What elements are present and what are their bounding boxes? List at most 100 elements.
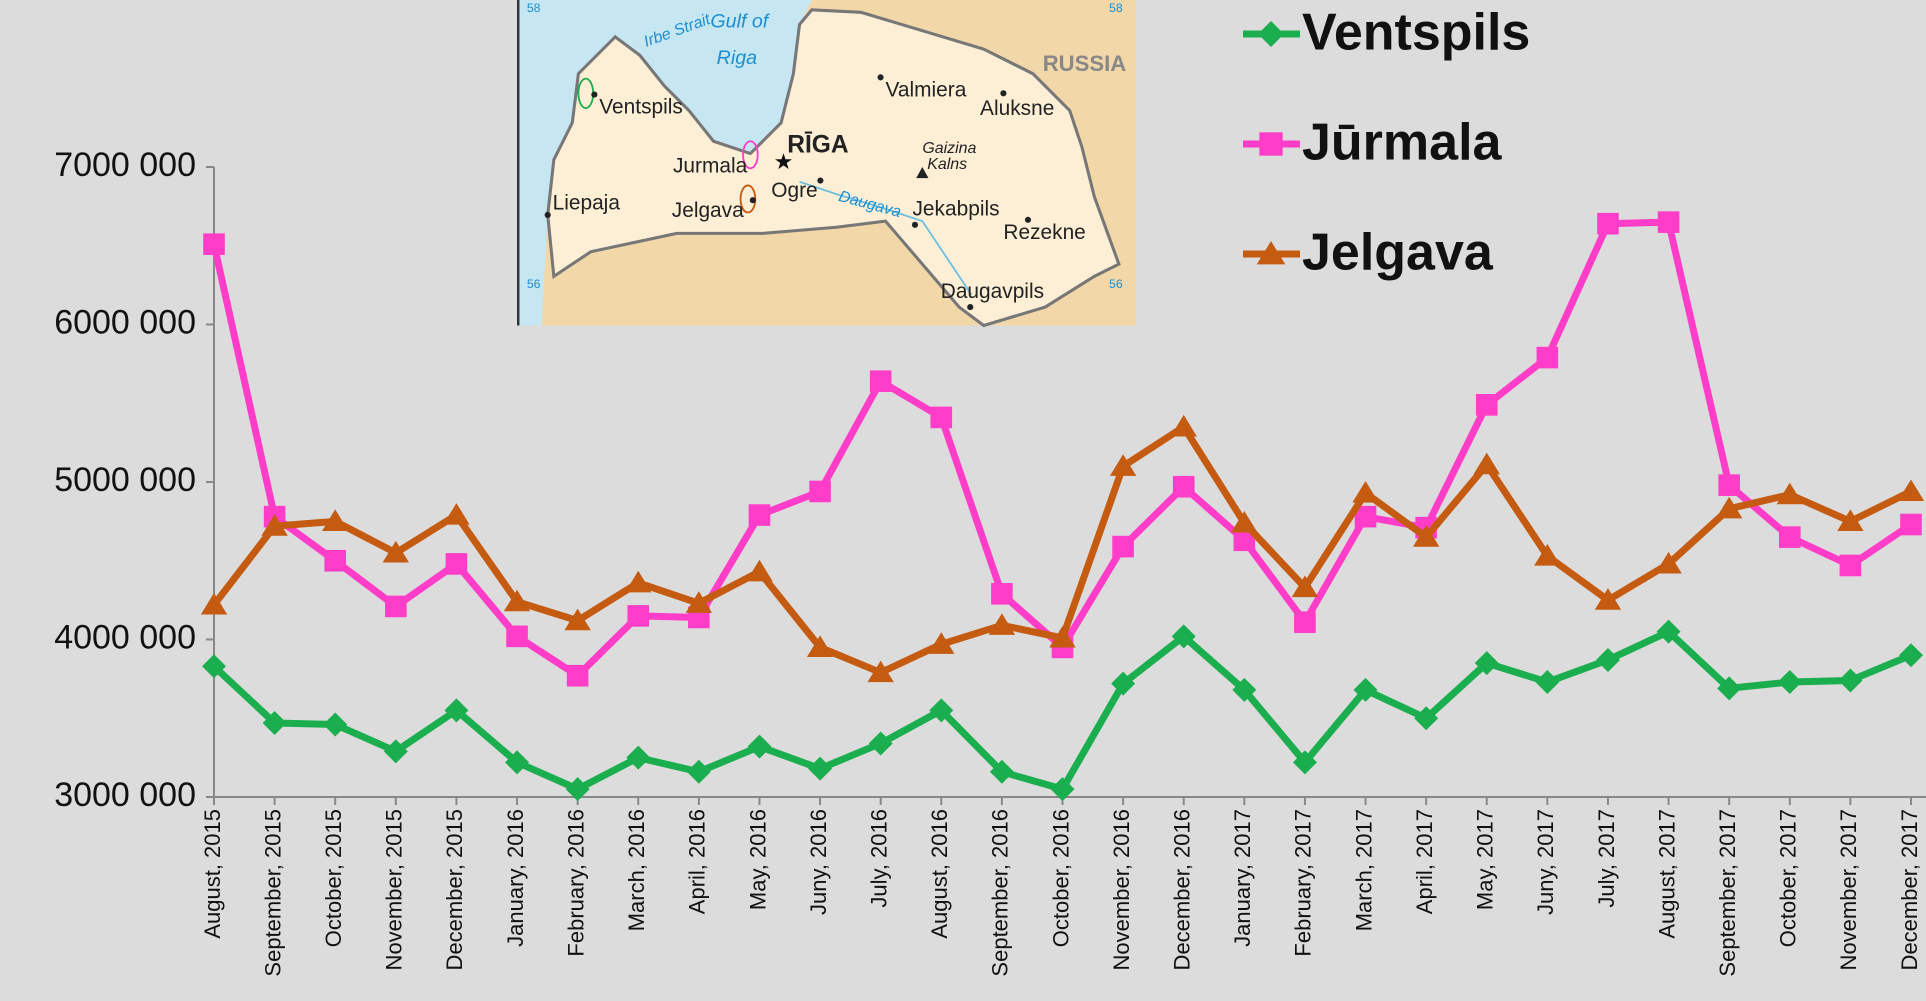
y-tick-label: 5000 000 [54, 461, 196, 499]
data-point [1473, 452, 1500, 475]
x-tick-label: January, 2017 [1230, 809, 1255, 947]
data-point [1172, 475, 1195, 498]
data-point [747, 734, 772, 759]
map-dots [544, 74, 1032, 311]
x-tick-label: September, 2016 [988, 809, 1013, 977]
x-tick-label: May, 2017 [1473, 809, 1498, 910]
map-label: Daugavpils [941, 280, 1044, 303]
x-tick-label: September, 2015 [260, 809, 285, 977]
map-peak [916, 167, 929, 179]
map-label: 58 [1109, 1, 1123, 15]
x-tick-label: November, 2015 [382, 809, 407, 970]
data-point [988, 613, 1016, 635]
data-point [445, 553, 468, 575]
data-point [203, 233, 225, 255]
map-label: 58 [527, 1, 541, 15]
data-point [1656, 619, 1681, 644]
x-tick-label: March, 2016 [624, 809, 649, 931]
data-point [1535, 670, 1560, 695]
map-latvia [546, 8, 1121, 328]
data-point [1899, 643, 1923, 668]
data-point [1597, 212, 1619, 235]
x-tick-label: December, 2016 [1170, 809, 1195, 970]
data-point [1474, 651, 1499, 676]
y-tick-label: 7000 000 [54, 146, 196, 184]
data-point [868, 731, 893, 756]
data-point [1414, 706, 1439, 731]
data-point [506, 625, 528, 648]
x-tick-label: December, 2015 [442, 809, 467, 970]
data-point [989, 759, 1014, 784]
data-point [383, 739, 408, 764]
x-tick-label: January, 2016 [503, 809, 528, 947]
data-point [1718, 474, 1740, 496]
data-point [991, 583, 1013, 605]
data-point [1352, 481, 1379, 503]
data-point [869, 370, 892, 392]
data-point [566, 664, 589, 687]
legend-item: Jūrmala [1243, 114, 1503, 172]
data-point [1109, 454, 1137, 476]
data-point [930, 406, 953, 429]
x-tick-label: October, 2017 [1776, 809, 1801, 947]
data-point [1594, 588, 1622, 610]
y-tick-label: 4000 000 [54, 618, 196, 656]
data-point [1233, 529, 1256, 552]
data-point [627, 605, 650, 627]
x-tick-label: Juny, 2017 [1533, 809, 1558, 915]
data-point [443, 503, 470, 525]
data-point [1170, 414, 1197, 437]
x-tick-label: November, 2016 [1109, 809, 1134, 970]
map-label: RĪGA [787, 132, 849, 159]
x-tick-label: May, 2016 [745, 809, 770, 910]
data-point [1776, 482, 1803, 505]
map-label: Jurmala [673, 155, 748, 178]
data-point [1717, 676, 1742, 701]
data-point [505, 750, 530, 775]
legend-marker [1256, 241, 1286, 265]
data-point [564, 608, 591, 631]
data-point [1657, 211, 1680, 233]
data-point [625, 570, 652, 593]
data-point [1050, 777, 1075, 802]
x-tick-label: April, 2017 [1412, 809, 1437, 914]
data-point [503, 589, 531, 612]
data-point [385, 595, 407, 618]
data-point [1715, 496, 1743, 519]
x-tick-label: December, 2017 [1897, 809, 1922, 970]
data-point [1534, 544, 1561, 566]
map-circle [742, 140, 759, 170]
data-point [1475, 394, 1498, 416]
data-point [261, 514, 288, 536]
data-point [1292, 750, 1317, 775]
map-label: Riga [717, 47, 757, 69]
map-label: Ogre [771, 179, 817, 202]
x-tick-label: July, 2016 [866, 809, 891, 908]
data-point [323, 712, 348, 737]
map-label: 56 [1109, 277, 1123, 291]
data-point [1838, 668, 1863, 693]
legend-item: Ventspils [1243, 4, 1530, 62]
map-label: Jelgava [672, 199, 744, 222]
data-point [1111, 671, 1136, 696]
x-tick-label: Juny, 2016 [806, 809, 831, 915]
data-point [1291, 575, 1319, 598]
x-tick-label: September, 2017 [1715, 809, 1740, 977]
data-point [1778, 526, 1801, 548]
data-point [1231, 510, 1258, 533]
map-label: 56 [527, 277, 541, 291]
series [202, 619, 1923, 802]
data-point [1232, 677, 1257, 702]
map-label: Gulf of [710, 10, 770, 32]
map-capital: ★ [774, 149, 794, 174]
data-point [1900, 513, 1922, 536]
data-point [929, 698, 954, 723]
data-point [444, 698, 469, 723]
data-point [1777, 670, 1802, 695]
x-tick-label: October, 2015 [321, 809, 346, 947]
x-tick-label: October, 2016 [1048, 809, 1073, 947]
legend-marker [1259, 132, 1283, 156]
data-point [748, 504, 771, 526]
map-label: Liepaja [553, 191, 621, 214]
data-point [1655, 551, 1682, 574]
